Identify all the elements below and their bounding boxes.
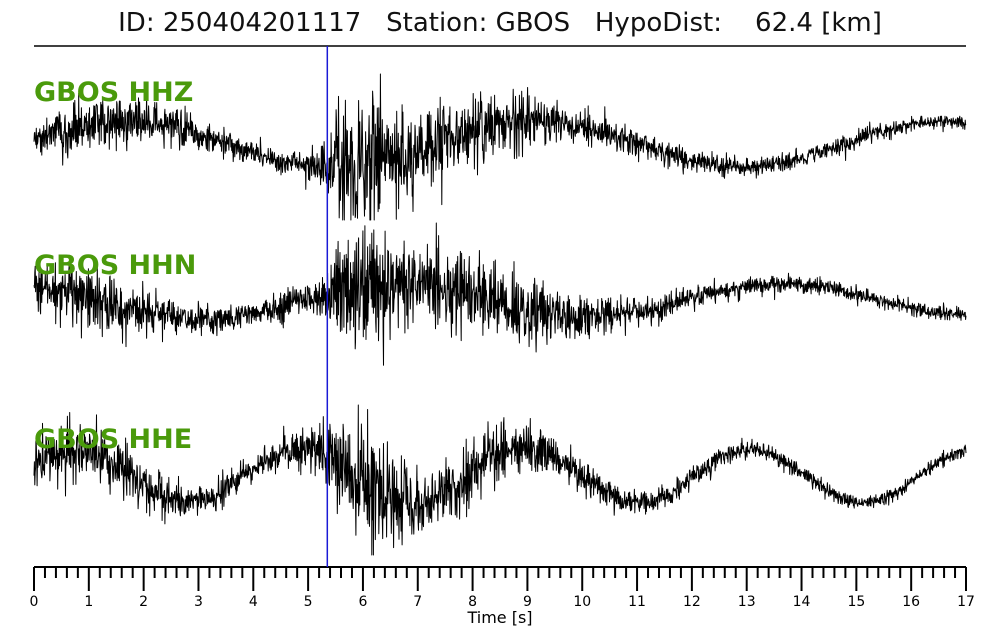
x-tick-label: 13 bbox=[738, 594, 756, 610]
x-tick-label: 14 bbox=[793, 594, 811, 610]
trace-label: GBOS HHZ bbox=[34, 77, 193, 108]
x-tick-label: 8 bbox=[468, 594, 477, 610]
trace-gbos-hhz bbox=[33, 73, 967, 221]
x-tick-label: 3 bbox=[194, 594, 203, 610]
x-tick-label: 9 bbox=[523, 594, 532, 610]
trace-gbos-hhn bbox=[33, 222, 967, 366]
x-tick-label: 4 bbox=[249, 594, 258, 610]
x-tick-label: 0 bbox=[30, 594, 39, 610]
trace-gbos-hhe bbox=[33, 404, 967, 556]
x-tick-label: 16 bbox=[902, 594, 920, 610]
x-tick-label: 6 bbox=[358, 594, 367, 610]
x-tick-label: 5 bbox=[304, 594, 313, 610]
x-tick-label: 17 bbox=[957, 594, 975, 610]
x-tick-label: 10 bbox=[573, 594, 591, 610]
chart-title: ID: 250404201117 Station: GBOS HypoDist:… bbox=[118, 8, 882, 38]
x-axis-label: Time [s] bbox=[466, 608, 532, 627]
x-tick-label: 12 bbox=[683, 594, 701, 610]
x-tick-label: 1 bbox=[84, 594, 93, 610]
trace-label: GBOS HHN bbox=[34, 250, 196, 281]
x-tick-label: 7 bbox=[413, 594, 422, 610]
traces-group bbox=[33, 73, 967, 556]
trace-label: GBOS HHE bbox=[34, 424, 192, 455]
trace-labels-group: GBOS HHZ GBOS HHN GBOS HHE bbox=[34, 77, 196, 455]
time-axis: 0 1 2 3 4 5 6 7 8 9 10 11 12 13 14 15 16 17 bbox=[30, 566, 975, 610]
x-tick-label: 11 bbox=[628, 594, 646, 610]
x-tick-label: 2 bbox=[139, 594, 148, 610]
x-tick-label: 15 bbox=[847, 594, 865, 610]
